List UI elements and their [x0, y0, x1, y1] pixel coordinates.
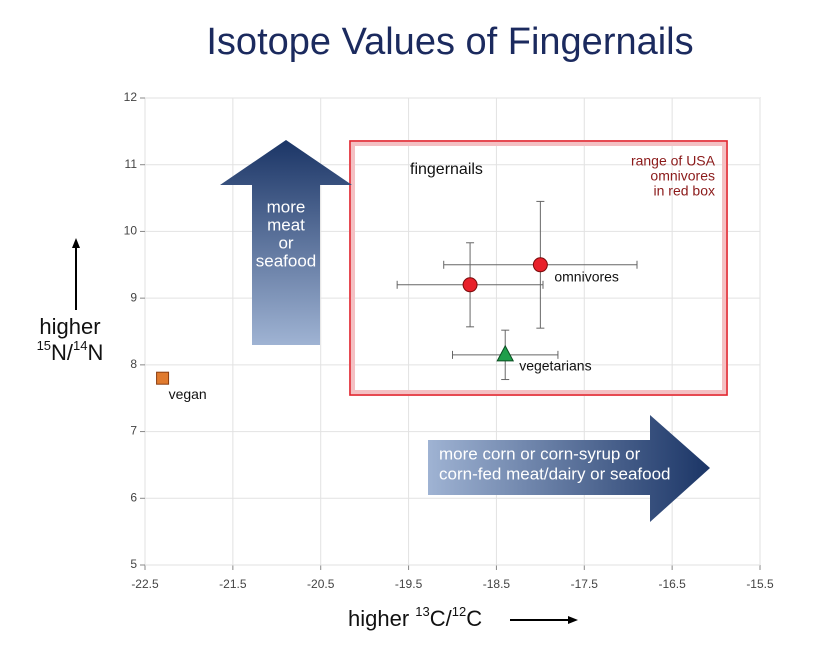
chart-title: Isotope Values of Fingernails — [206, 21, 693, 63]
y-tick-label: 7 — [130, 424, 137, 438]
y-axis-label: 15N/14N — [37, 338, 104, 364]
y-tick-label: 9 — [130, 290, 137, 304]
y-label-element: N — [88, 340, 104, 365]
point — [462, 277, 478, 293]
up-arrow-text: meat — [267, 215, 305, 234]
box-note: in red box — [654, 183, 715, 199]
x-tick-label: -19.5 — [395, 577, 423, 591]
x-tick-label: -22.5 — [131, 577, 159, 591]
up-arrow — [220, 140, 352, 345]
y-tick-label: 8 — [130, 357, 137, 371]
y-tick-label: 5 — [130, 557, 137, 571]
x-label-arrowhead — [568, 616, 578, 624]
y-tick-label: 11 — [125, 157, 138, 171]
y-label-element: N/ — [51, 340, 74, 365]
up-arrow-text: or — [278, 233, 293, 252]
point — [496, 344, 515, 362]
y-tick-label: 6 — [130, 490, 137, 504]
right-arrow-text: more corn or corn-syrup or — [439, 444, 641, 463]
x-label-element: C — [466, 606, 482, 631]
point — [156, 371, 170, 385]
y-axis-label-word: higher — [39, 314, 100, 339]
y-label-mass: 15 — [37, 338, 51, 353]
box-note: omnivores — [650, 168, 715, 184]
y-tick-label: 10 — [124, 224, 138, 238]
box-title: fingernails — [410, 161, 483, 178]
x-label-word: higher — [348, 606, 409, 631]
series-label: vegan — [169, 386, 207, 402]
point — [532, 257, 548, 273]
up-arrow-text: seafood — [256, 251, 317, 270]
range-box — [349, 140, 728, 396]
x-label-mass: 13 — [415, 604, 429, 619]
x-label-mass: 12 — [452, 604, 466, 619]
range-box-glow — [349, 140, 728, 396]
x-tick-label: -18.5 — [483, 577, 511, 591]
x-tick-label: -21.5 — [219, 577, 247, 591]
y-label-arrowhead — [72, 238, 80, 248]
x-tick-label: -15.5 — [746, 577, 774, 591]
x-label-element: C/ — [430, 606, 453, 631]
series-label: vegetarians — [519, 358, 591, 374]
x-axis-label: higher 13C/12C — [348, 604, 482, 630]
box-note: range of USA — [631, 153, 716, 169]
x-tick-label: -20.5 — [307, 577, 335, 591]
y-label-mass: 14 — [73, 338, 87, 353]
right-arrow-text: corn-fed meat/dairy or seafood — [439, 464, 671, 483]
up-arrow-text: more — [267, 197, 306, 216]
x-tick-label: -16.5 — [658, 577, 686, 591]
right-arrow — [428, 415, 710, 522]
x-tick-label: -17.5 — [571, 577, 599, 591]
series-label: omnivores — [554, 268, 619, 284]
y-tick-label: 12 — [124, 90, 138, 104]
